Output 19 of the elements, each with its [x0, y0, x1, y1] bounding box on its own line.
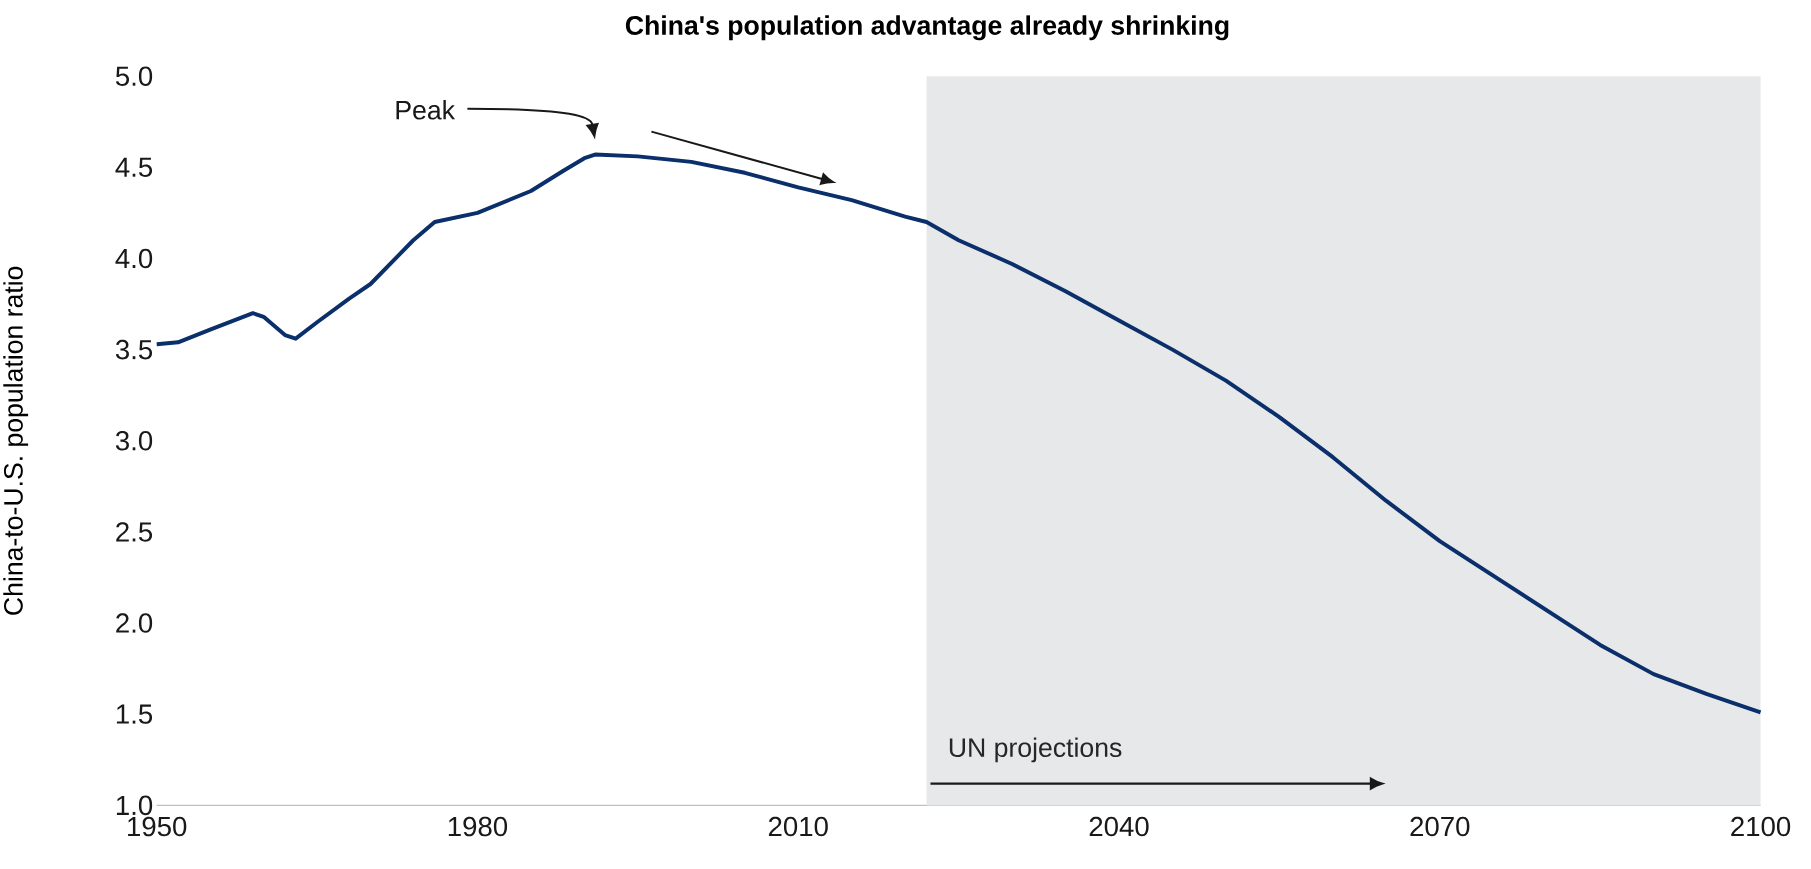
y-tick-label: 2.5: [116, 522, 153, 542]
x-tick-label: 2010: [768, 816, 828, 837]
x-tick-label: 2100: [1731, 816, 1791, 837]
annotation: Peak: [396, 100, 456, 120]
x-tick-label: 2070: [1410, 816, 1470, 837]
x-tick-label: 1980: [448, 816, 508, 837]
y-tick-label: 3.5: [115, 340, 153, 360]
x-tick-label: 1950: [128, 816, 187, 837]
y-tick-label: 1.0: [116, 795, 153, 816]
y-tick-label: 1.5: [116, 704, 153, 724]
y-tick-label: 5.0: [115, 66, 153, 87]
y-tick-label: 3.0: [115, 431, 153, 451]
chart-title: China's population advantage already shrinking: [625, 15, 1229, 41]
y-tick-label: 4.0: [115, 248, 153, 269]
y-tick-label: 2.0: [116, 613, 153, 633]
y-axis-title: China-to-U.S. population ratio: [3, 266, 29, 615]
band-label: UN projections: [949, 737, 1122, 763]
y-tick-label: 4.5: [115, 157, 153, 178]
x-tick-label: 2040: [1089, 816, 1149, 837]
